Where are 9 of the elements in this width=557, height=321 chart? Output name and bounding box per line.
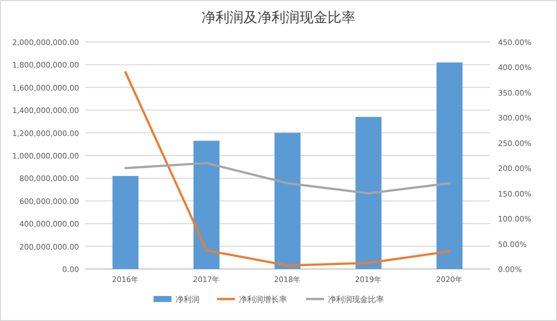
- bar: [274, 132, 300, 269]
- bar: [194, 140, 220, 269]
- legend-label: 净利润现金比率: [328, 295, 384, 304]
- bar: [436, 62, 462, 269]
- bar: [356, 116, 382, 269]
- chart-title: 净利润及净利润现金比率: [202, 10, 356, 26]
- legend-label: 净利润增长率: [239, 295, 287, 304]
- legend-label: 净利润: [176, 295, 200, 304]
- bar: [112, 176, 138, 269]
